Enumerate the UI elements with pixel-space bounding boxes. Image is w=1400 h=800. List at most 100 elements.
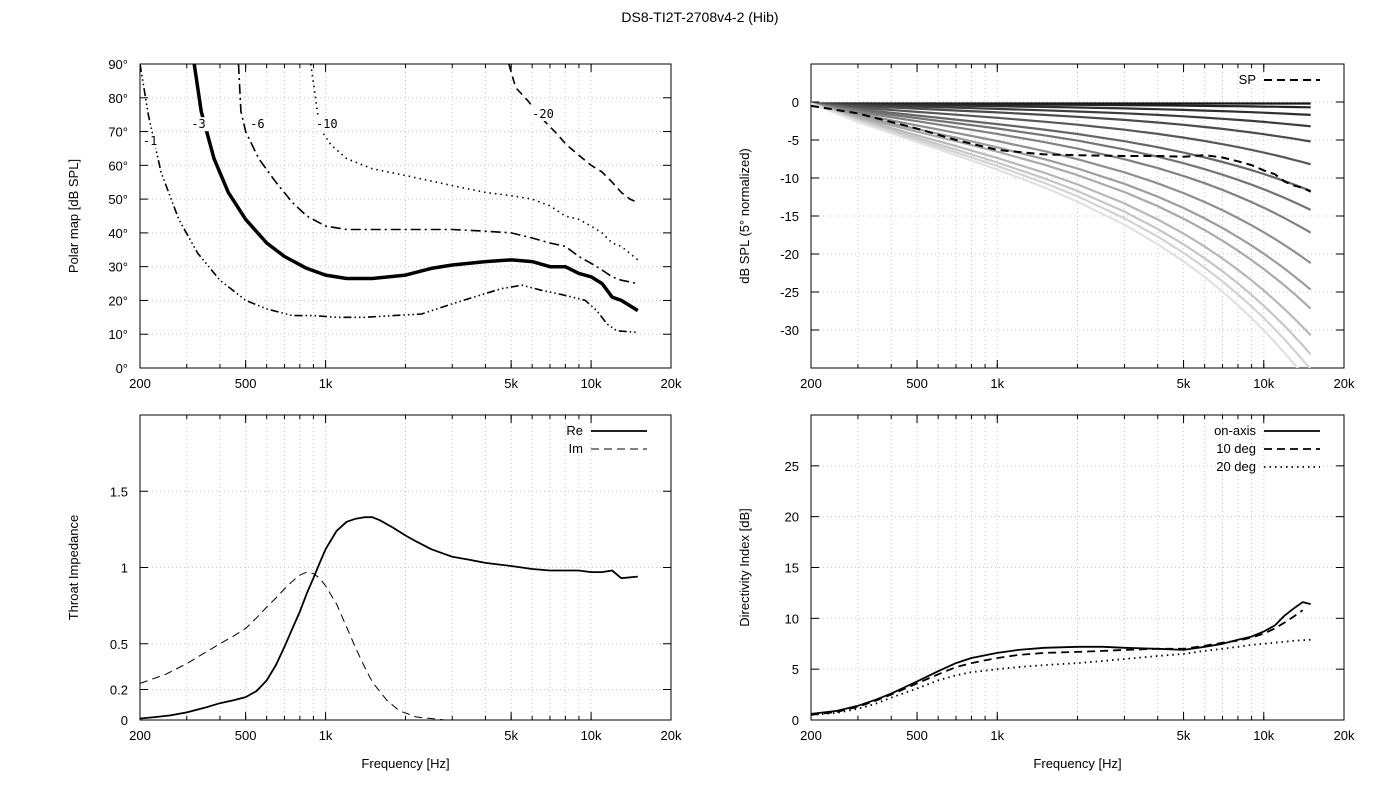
x-tick-label: 5k xyxy=(1177,728,1191,743)
angle-curve xyxy=(811,102,1299,368)
page-title: DS8-TI2T-2708v4-2 (Hib) xyxy=(621,9,779,25)
contour-label: -6 xyxy=(250,117,264,131)
angle-curve xyxy=(811,102,1312,234)
y-axis-label: Directivity Index [dB] xyxy=(737,508,752,627)
x-tick-label: 20k xyxy=(661,376,682,391)
y-tick-label: 0 xyxy=(121,713,128,728)
x-tick-label: 200 xyxy=(129,376,151,391)
y-axis-label: Polar map [dB SPL] xyxy=(66,159,81,273)
y-tick-label: 30° xyxy=(108,260,128,275)
legend-label: SP xyxy=(1239,72,1256,87)
impedance-legend: Re Im xyxy=(566,423,647,456)
legend-label: 20 deg xyxy=(1216,459,1256,474)
series-line--3 xyxy=(192,64,639,313)
spl-angle-curves xyxy=(811,102,1312,368)
plot-frame xyxy=(810,63,1345,369)
contour-label: -3 xyxy=(191,117,205,131)
series-line-10-deg xyxy=(811,609,1304,716)
angle-curve xyxy=(811,102,1311,109)
polar-contour-labels: -1 -3 -6 -10 -20 xyxy=(140,107,557,149)
x-axis-label: Frequency [Hz] xyxy=(361,756,449,771)
x-tick-label: 500 xyxy=(235,376,257,391)
x-tick-label: 10k xyxy=(1253,376,1274,391)
contour-label: -10 xyxy=(316,117,338,131)
series-line-on-axis xyxy=(811,601,1311,715)
y-tick-label: 70° xyxy=(108,125,128,140)
polar-series xyxy=(140,64,639,334)
y-tick-label: 0 xyxy=(792,713,799,728)
polar-axes: 200 500 1k 5k 10k 20k 0° 10° 20° 30° 40° 50° 60° 70° 8… xyxy=(66,57,682,391)
y-tick-label: 0 xyxy=(792,95,799,110)
x-tick-label: 10k xyxy=(1253,728,1274,743)
x-tick-label: 1k xyxy=(319,376,333,391)
angle-curve xyxy=(811,102,1312,291)
x-tick-label: 10k xyxy=(581,728,602,743)
y-tick-label: -15 xyxy=(780,209,799,224)
impedance-axes: 200 500 1k 5k 10k 20k 0 0.2 0.5 1 1.5 Throat Impeda… xyxy=(66,414,682,771)
series-line--6 xyxy=(237,64,638,285)
y-tick-label: 0.5 xyxy=(110,637,128,652)
y-tick-label: 15 xyxy=(785,561,799,576)
legend-label: Im xyxy=(569,441,583,456)
y-tick-label: 20 xyxy=(785,510,799,525)
y-axis-label: Throat Impedance xyxy=(66,515,81,621)
angle-curve xyxy=(811,102,1312,337)
y-tick-label: 80° xyxy=(108,91,128,106)
legend-label: Re xyxy=(566,423,583,438)
y-axis-label: dB SPL (5° normalized) xyxy=(737,148,752,284)
spl-legend: SP xyxy=(1239,72,1320,87)
x-axis-label: Frequency [Hz] xyxy=(1033,756,1121,771)
contour-label: -20 xyxy=(532,107,554,121)
angle-curve xyxy=(811,102,1312,211)
series-line--1 xyxy=(140,64,638,334)
x-tick-label: 20k xyxy=(661,728,682,743)
y-tick-label: 1.5 xyxy=(110,484,128,499)
x-tick-label: 200 xyxy=(129,728,151,743)
x-tick-label: 500 xyxy=(906,728,928,743)
x-tick-label: 5k xyxy=(504,376,518,391)
plot-frame xyxy=(139,414,672,721)
spl-axes: 200 500 1k 5k 10k 20k 0 -5 -10 -15 -20 -25 -30 dB SPL… xyxy=(737,63,1355,391)
plot-frame xyxy=(810,414,1345,721)
contour-label-bg xyxy=(189,117,209,132)
y-tick-label: -25 xyxy=(780,285,799,300)
angle-curve xyxy=(811,102,1311,368)
series-line-Im xyxy=(140,571,453,720)
y-tick-label: 1 xyxy=(121,561,128,576)
x-tick-label: 500 xyxy=(235,728,257,743)
series-line-20-deg xyxy=(811,638,1311,716)
series-line-SP xyxy=(811,104,1312,193)
y-tick-label: 40° xyxy=(108,226,128,241)
y-tick-label: 90° xyxy=(108,57,128,72)
directivity-series xyxy=(811,601,1311,716)
y-tick-label: 0.2 xyxy=(110,683,128,698)
angle-curve xyxy=(811,102,1312,264)
y-tick-label: 5 xyxy=(792,662,799,677)
series-line-Re xyxy=(140,516,638,720)
y-tick-label: 50° xyxy=(108,192,128,207)
x-tick-label: 10k xyxy=(581,376,602,391)
x-tick-label: 500 xyxy=(906,376,928,391)
x-tick-label: 1k xyxy=(319,728,333,743)
directivity-legend: on-axis 10 deg 20 deg xyxy=(1214,423,1320,474)
angle-curve xyxy=(811,102,1312,310)
plot-frame xyxy=(139,63,672,369)
y-tick-label: 20° xyxy=(108,293,128,308)
contour-label: -1 xyxy=(143,134,157,148)
x-tick-label: 200 xyxy=(800,376,822,391)
x-tick-label: 1k xyxy=(990,376,1004,391)
series-line--20 xyxy=(508,64,639,204)
x-tick-label: 5k xyxy=(504,728,518,743)
y-tick-label: 10° xyxy=(108,327,128,342)
legend-label: 10 deg xyxy=(1216,441,1256,456)
y-tick-label: 25 xyxy=(785,459,799,474)
y-tick-label: 0° xyxy=(116,361,128,376)
x-tick-label: 20k xyxy=(1334,728,1355,743)
angle-curve xyxy=(811,102,1311,143)
angle-curve xyxy=(811,102,1311,128)
angle-curve xyxy=(811,102,1312,356)
y-tick-label: 60° xyxy=(108,158,128,173)
y-tick-label: -5 xyxy=(787,133,799,148)
contour-label-bg xyxy=(140,134,160,149)
